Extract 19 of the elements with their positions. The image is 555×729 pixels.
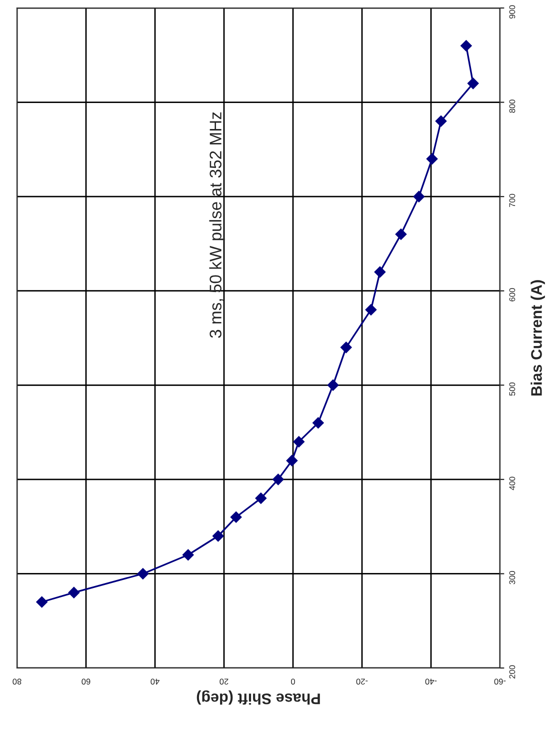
- y-tick-label: 600: [509, 288, 516, 302]
- y-tick-label: 300: [509, 571, 516, 584]
- y-tick-label: 500: [509, 382, 516, 396]
- x-tick-label: 40: [150, 678, 160, 685]
- y-tick-label: 200: [509, 665, 516, 678]
- x-tick-label: -60: [494, 678, 506, 685]
- y-tick-label: 800: [509, 100, 516, 113]
- annotation: 3 ms, 50 kW pulse at 352 MHz: [209, 112, 225, 338]
- y-tick-label: 700: [509, 194, 516, 208]
- x-tick-label: -40: [425, 678, 437, 685]
- y-tick-label: 900: [509, 5, 516, 18]
- y-axis-title: Bias Current (A): [530, 280, 545, 396]
- x-tick-label: 0: [291, 678, 295, 685]
- x-tick-label: -20: [356, 678, 368, 685]
- y-tick-label: 400: [509, 476, 516, 490]
- x-tick-label: 60: [82, 678, 90, 685]
- x-tick-label: 20: [220, 678, 228, 685]
- x-axis-title: Phase Shift (deg): [196, 690, 320, 705]
- x-tick-label: 80: [12, 678, 22, 685]
